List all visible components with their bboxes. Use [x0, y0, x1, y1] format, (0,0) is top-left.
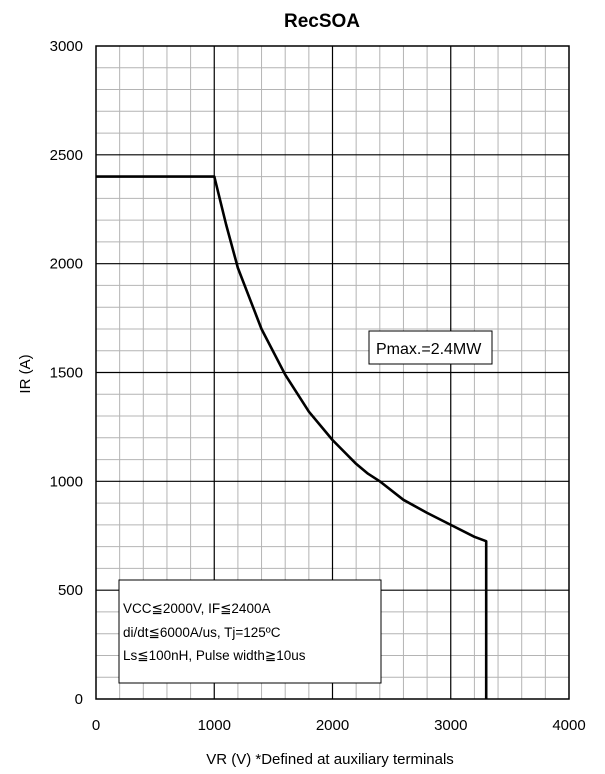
y-tick-label: 3000	[50, 38, 83, 55]
y-tick-label: 2000	[50, 256, 83, 273]
x-axis-label: VR (V) *Defined at auxiliary terminals	[206, 751, 454, 768]
conditions-box	[118, 579, 382, 684]
y-tick-label: 500	[58, 582, 83, 599]
pmax-label: Pmax.=2.4MW	[376, 341, 482, 358]
y-axis-label: IR (A)	[17, 354, 34, 393]
y-tick-label: 2500	[50, 147, 83, 164]
y-tick-label: 0	[75, 691, 83, 708]
tick-labels: 0 1000 2000 3000 4000 0 500 1000 1500 2000 2500 300…	[50, 38, 586, 734]
plot-frame	[95, 45, 570, 700]
pmax-annotation: Pmax.=2.4MW	[368, 330, 493, 365]
conditions-annotation: VCC≦2000V, IF≦2400A di/dt≦6000A/us, Tj=1…	[118, 579, 382, 684]
pmax-box	[368, 330, 493, 365]
x-tick-label: 3000	[434, 717, 467, 734]
x-tick-label: 1000	[198, 717, 231, 734]
series-line-recsoa	[96, 175, 488, 699]
x-tick-label: 4000	[552, 717, 585, 734]
condition-line-2: di/dt≦6000A/us, Tj=125ºC	[123, 625, 281, 640]
chart-title: RecSOA	[284, 11, 360, 32]
x-tick-label: 0	[92, 717, 100, 734]
condition-line-1: VCC≦2000V, IF≦2400A	[123, 601, 270, 616]
condition-line-3: Ls≦100nH, Pulse width≧10us	[123, 648, 306, 663]
x-tick-label: 2000	[316, 717, 349, 734]
y-tick-label: 1000	[50, 473, 83, 490]
y-tick-label: 1500	[50, 365, 83, 382]
